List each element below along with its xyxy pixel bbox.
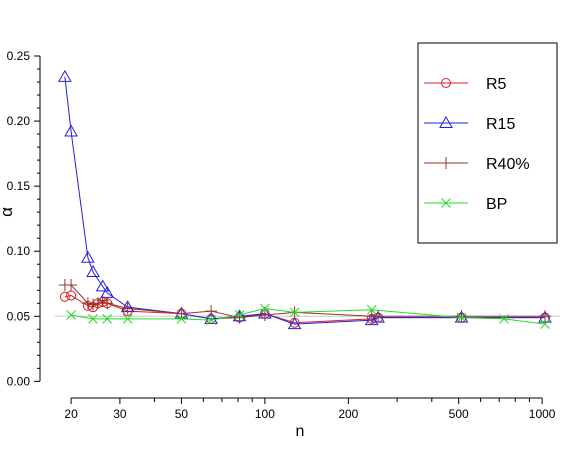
- series-bp: [66, 303, 550, 329]
- y-axis-label: α: [0, 207, 16, 217]
- series-layer: [58, 69, 552, 330]
- legend: R5 R15 R40% BP: [417, 42, 558, 244]
- y-tick-label: 0.25: [7, 49, 31, 63]
- data-point-r40: [81, 297, 94, 310]
- data-point-bp: [176, 314, 187, 324]
- data-point-bp: [499, 314, 509, 324]
- legend-label-r15: R15: [486, 116, 515, 133]
- x-tick-label: 200: [338, 407, 358, 421]
- data-point-r40: [538, 310, 551, 323]
- legend-label-r40: R40%: [486, 156, 530, 173]
- data-point-r15: [95, 279, 110, 292]
- legend-marker-r15: [439, 115, 453, 128]
- data-point-r15: [204, 311, 218, 324]
- y-tick-label: 0.00: [7, 374, 31, 388]
- legend-marker-bp: [441, 198, 451, 208]
- series-r40: [58, 279, 551, 324]
- data-point-r40: [121, 302, 134, 315]
- x-tick-label: 1000: [529, 407, 556, 421]
- data-point-r15: [86, 265, 100, 278]
- data-point-bp: [122, 314, 133, 324]
- data-point-r15: [58, 69, 72, 82]
- legend-marker-r5: [441, 78, 451, 88]
- data-point-bp: [456, 312, 467, 323]
- data-point-r40: [372, 310, 385, 323]
- series-line-r40: [64, 284, 545, 319]
- data-point-bp: [206, 315, 216, 326]
- x-tick-label: 100: [255, 407, 275, 421]
- data-point-bp: [540, 319, 550, 329]
- x-tick-label: 20: [64, 407, 78, 421]
- x-tick-label: 50: [175, 407, 189, 421]
- x-tick-label: 30: [113, 407, 127, 421]
- data-point-r15: [364, 313, 379, 326]
- data-point-bp: [366, 304, 377, 315]
- data-point-r40: [96, 294, 109, 307]
- data-point-r5: [59, 291, 70, 302]
- data-point-r40: [233, 311, 246, 324]
- data-point-bp: [234, 310, 245, 320]
- y-tick-label: 0.10: [7, 244, 31, 258]
- legend-marker-r40: [440, 157, 452, 169]
- data-point-bp: [66, 310, 76, 320]
- data-point-r40: [101, 297, 114, 310]
- data-point-bp: [260, 303, 270, 314]
- data-point-r15: [81, 250, 95, 263]
- data-point-r40: [175, 307, 188, 320]
- legend-label-bp: BP: [486, 196, 507, 213]
- data-point-r40: [258, 308, 271, 321]
- y-tick-label: 0.05: [7, 309, 31, 323]
- data-point-bp: [88, 314, 98, 324]
- data-point-r40: [205, 305, 218, 318]
- data-point-r40: [65, 279, 78, 292]
- data-point-bp: [289, 307, 300, 318]
- x-axis-label: n: [296, 423, 305, 440]
- data-point-r40: [455, 310, 468, 323]
- data-point-r15: [287, 317, 302, 330]
- axes: 0.00 0.05 0.10 0.15 0.20 0.25 20 30 50 100 200 500 1…: [7, 49, 556, 421]
- x-tick-label: 500: [449, 407, 469, 421]
- data-point-r15: [64, 124, 78, 137]
- y-tick-label: 0.20: [7, 114, 31, 128]
- legend-label-r5: R5: [486, 76, 507, 93]
- data-point-r40: [87, 298, 100, 311]
- y-tick-label: 0.15: [7, 179, 31, 193]
- legend-box: [417, 42, 558, 244]
- data-point-bp: [102, 314, 113, 324]
